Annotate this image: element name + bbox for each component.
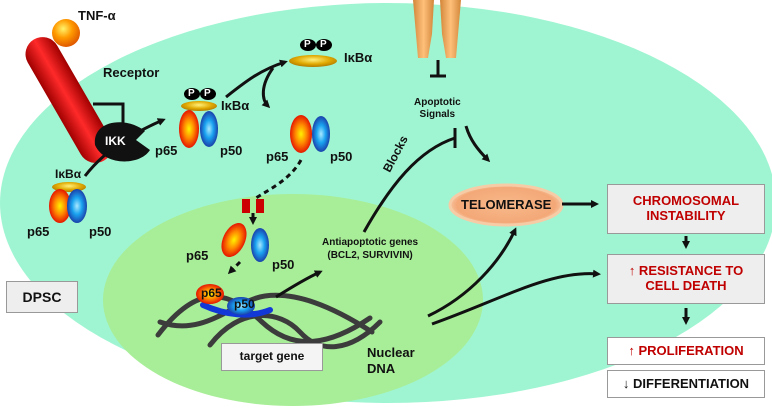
ikba-released-label: IκBα [344, 50, 373, 65]
p65-middle-label: p65 [155, 143, 178, 158]
ikba-phospho-label: IκBα [221, 98, 250, 113]
dna-line1: Nuclear [367, 345, 415, 360]
nucleus [103, 194, 483, 406]
p65-middle-icon [179, 110, 199, 148]
apoptotic-signals-label: Apoptotic Signals [414, 97, 461, 121]
p65-left-icon [49, 189, 71, 223]
receptor-label: Receptor [103, 65, 160, 80]
target-gene-label: target gene [239, 349, 305, 364]
chromosomal-instability-box: CHROMOSOMAL INSTABILITY [607, 184, 765, 234]
chromosomal-line2: INSTABILITY [646, 208, 726, 223]
arrow-receptor-to-ikk [93, 102, 125, 123]
arrow-apoptotic-to-telomerase [464, 125, 491, 163]
phospho-3-icon [300, 39, 316, 51]
p50-left-label: p50 [89, 224, 112, 239]
receptor-icon [25, 37, 113, 163]
membrane-channel-icon [413, 0, 461, 58]
p65-free-label: p65 [266, 149, 289, 164]
tnf-ligand-icon [52, 19, 80, 47]
dna-line2: DNA [367, 360, 396, 376]
nuclear-dna-label: Nuclear DNA [367, 345, 415, 376]
proliferation-box: ↑ PROLIFERATION [607, 337, 765, 365]
dpsc-label: DPSC [22, 288, 62, 305]
differentiation-box: ↓ DIFFERENTIATION [607, 370, 765, 398]
tnf-label: TNF-α [78, 8, 116, 23]
p50-middle-label: p50 [220, 143, 243, 158]
phospho-2-label: P [204, 88, 211, 99]
p50-middle-icon [200, 111, 218, 147]
p50-free-icon [312, 116, 330, 152]
differentiation-label: ↓ DIFFERENTIATION [622, 375, 750, 391]
p50-bound-icon [227, 297, 255, 315]
antiapoptotic-line2: (BCL2, SURVIVIN) [327, 250, 413, 261]
dpsc-label-box: DPSC [6, 281, 78, 313]
nuclear-pore-icon-right [256, 199, 264, 213]
resistance-box: ↑ RESISTANCE TO CELL DEATH [607, 254, 765, 304]
p65-bound-icon [196, 284, 224, 304]
ikba-released-icon [289, 55, 337, 67]
ikba-left-label: IκBα [55, 167, 82, 181]
p50-nuclear-icon [251, 228, 269, 262]
phospho-2-icon [200, 88, 216, 100]
apoptotic-line1: Apoptotic [414, 97, 461, 108]
antiapoptotic-label: Antiapoptotic genes (BCL2, SURVIVIN) [322, 236, 418, 262]
arrow-dna-to-telomerase [427, 227, 517, 318]
p65-free-icon [290, 115, 312, 153]
phospho-1-label: P [188, 88, 195, 99]
ikba-phospho-icon [181, 101, 217, 111]
arrow-to-free-dimer [261, 67, 275, 109]
arrow-dna-to-antiapoptotic [275, 270, 323, 299]
p65-nuclear-icon [221, 223, 247, 257]
resistance-line2: CELL DEATH [645, 278, 727, 293]
phospho-1-icon [184, 88, 200, 100]
target-gene-box: target gene [221, 343, 323, 371]
p50-nuclear-label: p50 [272, 257, 295, 272]
p50-left-icon [67, 189, 87, 223]
ikk-label: IKK [105, 134, 126, 148]
arrow-dimer-to-pore [255, 159, 303, 200]
p50-free-label: p50 [330, 149, 353, 164]
chromosomal-line1: CHROMOSOMAL [632, 193, 740, 209]
p65-left-label: p65 [27, 224, 50, 239]
phospho-3-label: P [304, 39, 311, 50]
apoptotic-line2: Signals [419, 109, 456, 120]
antiapoptotic-line1: Antiapoptotic genes [322, 237, 419, 248]
phospho-4-icon [316, 39, 332, 51]
arrow-dna-to-resistance [431, 269, 601, 326]
telomerase-label: TELOMERASE [461, 197, 552, 212]
inhibit-antiapoptotic-to-apoptotic [362, 136, 456, 233]
p65-nuclear-label: p65 [186, 248, 209, 263]
p50-bound-label: p50 [234, 297, 255, 311]
phospho-4-label: P [320, 39, 327, 50]
nuclear-dna-icon [155, 292, 383, 350]
arrow-to-phospho-complex [83, 118, 166, 177]
arrow-release-ikba [225, 59, 288, 99]
resistance-line1: ↑ RESISTANCE TO [628, 263, 744, 279]
p65-bound-label: p65 [201, 286, 222, 300]
nuclear-pore-icon [242, 199, 250, 213]
arrow-to-dna [227, 260, 242, 275]
proliferation-label: ↑ PROLIFERATION [628, 342, 744, 358]
